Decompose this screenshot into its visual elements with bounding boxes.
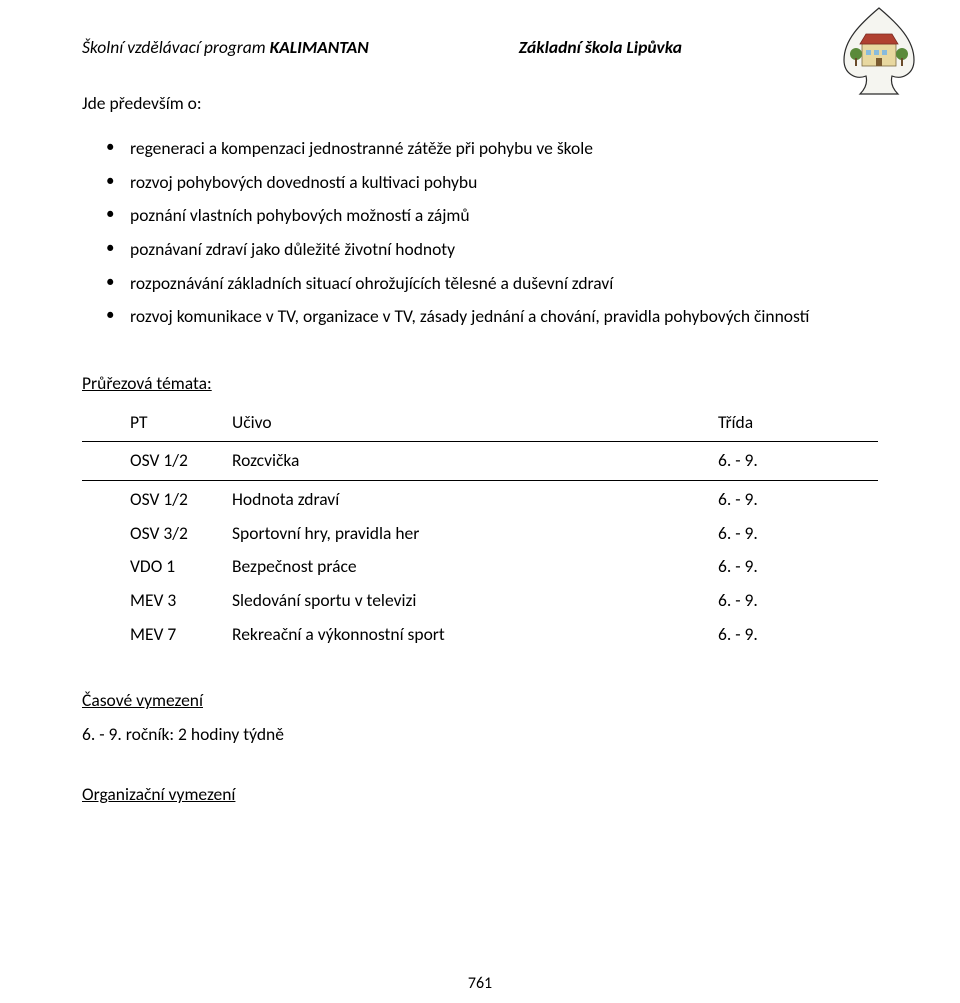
list-item: poznávaní zdraví jako důležité životní h… bbox=[130, 233, 878, 267]
header-text: Školní vzdělávací program KALIMANTAN Zák… bbox=[82, 26, 682, 58]
table-row: OSV 1/2 Rozcvička 6. - 9. bbox=[82, 444, 878, 478]
time-section: Časové vymezení 6. - 9. ročník: 2 hodiny… bbox=[82, 689, 878, 745]
program-name-prefix: Školní vzdělávací program bbox=[82, 36, 270, 58]
cell-pt: MEV 3 bbox=[82, 589, 232, 613]
cross-topics-heading: Průřezová témata: bbox=[82, 372, 878, 394]
table-rule bbox=[82, 480, 878, 481]
col-header-ucivo: Učivo bbox=[232, 411, 718, 435]
list-item: poznání vlastních pohybových možností a … bbox=[130, 199, 878, 233]
cell-ucivo: Hodnota zdraví bbox=[232, 488, 718, 512]
table-row: MEV 7 Rekreační a výkonnostní sport 6. -… bbox=[82, 618, 878, 652]
cell-trida: 6. - 9. bbox=[718, 623, 878, 647]
cell-pt: OSV 1/2 bbox=[82, 488, 232, 512]
cell-pt: MEV 7 bbox=[82, 623, 232, 647]
cell-ucivo: Bezpečnost práce bbox=[232, 555, 718, 579]
table-header-row: PT Učivo Třída bbox=[82, 406, 878, 440]
list-item: rozpoznávání základních situací ohrožují… bbox=[130, 267, 878, 301]
cross-topics-table: PT Učivo Třída OSV 1/2 Rozcvička 6. - 9.… bbox=[82, 406, 878, 651]
cell-pt: OSV 3/2 bbox=[82, 522, 232, 546]
org-section: Organizační vymezení bbox=[82, 783, 878, 805]
table-row: VDO 1 Bezpečnost práce 6. - 9. bbox=[82, 550, 878, 584]
program-name: KALIMANTAN bbox=[270, 36, 369, 58]
intro-text: Jde především o: bbox=[82, 92, 878, 114]
bullet-list: regeneraci a kompenzaci jednostranné zát… bbox=[82, 132, 878, 334]
org-heading: Organizační vymezení bbox=[82, 783, 878, 805]
cell-trida: 6. - 9. bbox=[718, 449, 878, 473]
cell-pt: VDO 1 bbox=[82, 555, 232, 579]
school-logo-icon bbox=[838, 4, 920, 96]
cell-trida: 6. - 9. bbox=[718, 589, 878, 613]
cell-ucivo: Sledování sportu v televizi bbox=[232, 589, 718, 613]
cell-trida: 6. - 9. bbox=[718, 488, 878, 512]
school-name: Základní škola Lipůvka bbox=[519, 36, 682, 58]
page-header: Školní vzdělávací program KALIMANTAN Zák… bbox=[82, 26, 878, 58]
table-row: OSV 3/2 Sportovní hry, pravidla her 6. -… bbox=[82, 517, 878, 551]
page-number: 761 bbox=[0, 974, 960, 993]
list-item: rozvoj komunikace v TV, organizace v TV,… bbox=[130, 300, 878, 334]
table-rule bbox=[82, 441, 878, 442]
table-row: OSV 1/2 Hodnota zdraví 6. - 9. bbox=[82, 483, 878, 517]
list-item: regeneraci a kompenzaci jednostranné zát… bbox=[130, 132, 878, 166]
cell-ucivo: Sportovní hry, pravidla her bbox=[232, 522, 718, 546]
cell-ucivo: Rekreační a výkonnostní sport bbox=[232, 623, 718, 647]
cell-ucivo: Rozcvička bbox=[232, 449, 718, 473]
table-row: MEV 3 Sledování sportu v televizi 6. - 9… bbox=[82, 584, 878, 618]
cell-pt: OSV 1/2 bbox=[82, 449, 232, 473]
list-item: rozvoj pohybových dovedností a kultivaci… bbox=[130, 166, 878, 200]
time-line: 6. - 9. ročník: 2 hodiny týdně bbox=[82, 723, 878, 745]
col-header-pt: PT bbox=[82, 411, 232, 435]
time-heading: Časové vymezení bbox=[82, 689, 878, 711]
col-header-trida: Třída bbox=[718, 411, 878, 435]
cell-trida: 6. - 9. bbox=[718, 522, 878, 546]
cell-trida: 6. - 9. bbox=[718, 555, 878, 579]
header-left: Školní vzdělávací program KALIMANTAN bbox=[82, 36, 369, 58]
